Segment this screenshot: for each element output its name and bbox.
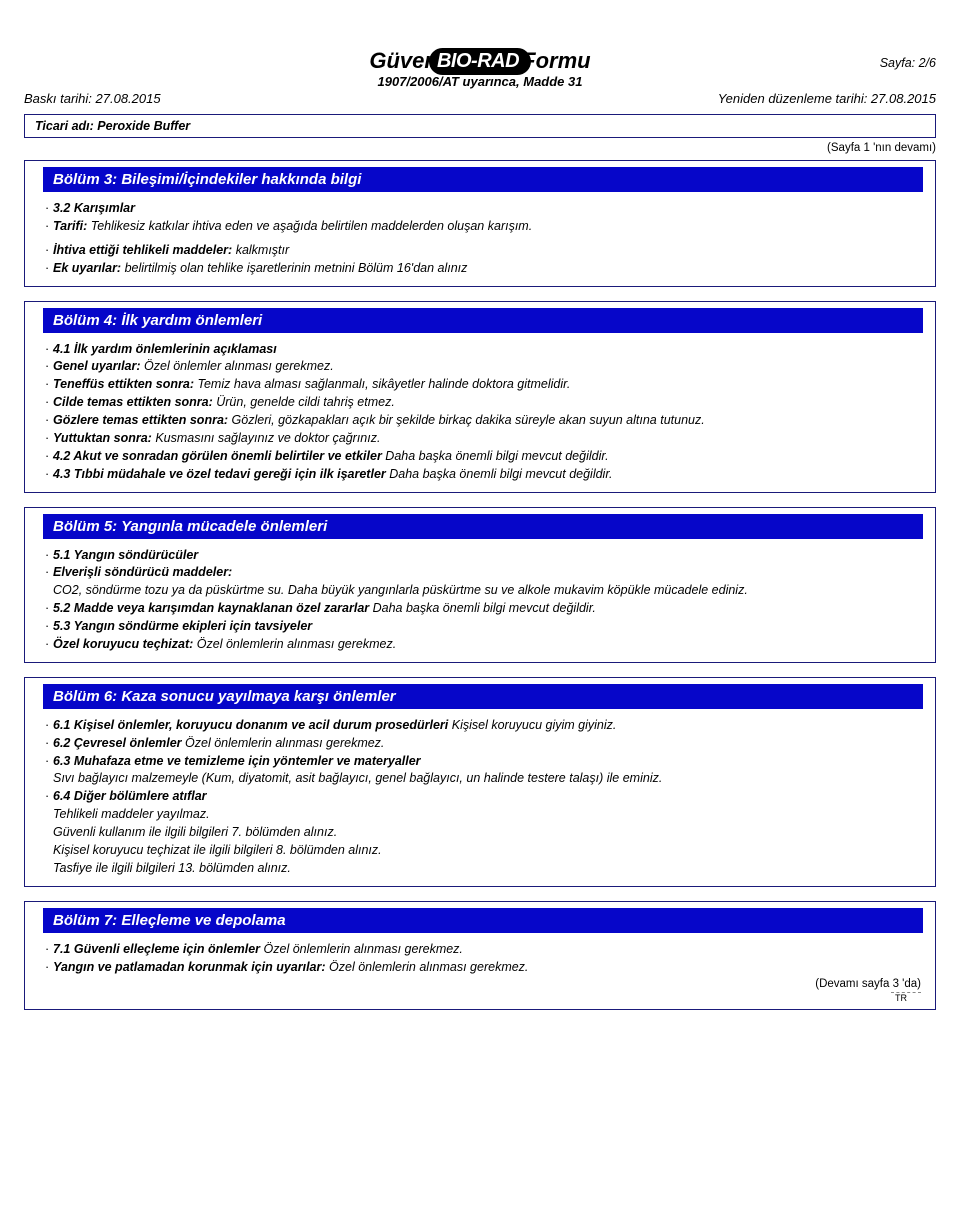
s6-l4: Sıvı bağlayıcı malzemeyle (Kum, diyatomi…	[45, 770, 921, 787]
s4-l7b: Daha başka önemli bilgi mevcut değildir.	[382, 449, 609, 463]
s4-l4b: Ürün, genelde cildi tahriş etmez.	[213, 395, 395, 409]
section-5: Bölüm 5: Yangınla mücadele önlemleri 5.1…	[24, 507, 936, 663]
s5-l1: 5.1 Yangın söndürücüler	[53, 548, 198, 562]
s6-l2b: Özel önlemlerin alınması gerekmez.	[182, 736, 385, 750]
locale-tag: TR	[891, 992, 921, 1003]
s3-l4a: Ek uyarılar:	[53, 261, 121, 275]
s4-l7a: 4.2 Akut ve sonradan görülen önemli beli…	[53, 449, 382, 463]
s4-l2a: Genel uyarılar:	[53, 359, 141, 373]
revision-date: Yeniden düzenleme tarihi: 27.08.2015	[718, 91, 936, 106]
s3-l2b: Tehlikesiz katkılar ihtiva eden ve aşağı…	[87, 219, 532, 233]
section-4-body: 4.1 İlk yardım önlemlerinin açıklaması G…	[25, 339, 935, 486]
s4-l8a: 4.3 Tıbbi müdahale ve özel tedavi gereği…	[53, 467, 386, 481]
section-3: Bölüm 3: Bileşimi/İçindekiler hakkında b…	[24, 160, 936, 287]
s3-l3a: İhtiva ettiği tehlikeli maddeler:	[53, 243, 232, 257]
s7-l1a: 7.1 Güvenli elleçleme için önlemler	[53, 942, 260, 956]
doc-header: BIO-RAD Sayfa: 2/6 Güvenlik Bilgi Formu …	[24, 48, 936, 106]
brand-logo: BIO-RAD	[429, 48, 531, 75]
s5-l2: Elverişli söndürücü maddeler:	[53, 565, 232, 579]
s6-l7: Güvenli kullanım ile ilgili bilgileri 7.…	[45, 824, 921, 841]
section-3-title: Bölüm 3: Bileşimi/İçindekiler hakkında b…	[43, 167, 923, 192]
s4-l3a: Teneffüs ettikten sonra:	[53, 377, 194, 391]
s6-l9: Tasfiye ile ilgili bilgileri 13. bölümde…	[45, 860, 921, 877]
s4-l6b: Kusmasını sağlayınız ve doktor çağrınız.	[152, 431, 381, 445]
s5-l3: CO2, söndürme tozu ya da püskürtme su. D…	[45, 582, 921, 599]
s3-l2a: Tarifi:	[53, 219, 87, 233]
s6-l1b: Kişisel koruyucu giyim giyiniz.	[448, 718, 616, 732]
s3-l3b: kalkmıştır	[232, 243, 289, 257]
s7-l2a: Yangın ve patlamadan korunmak için uyarı…	[53, 960, 326, 974]
s7-l1b: Özel önlemlerin alınması gerekmez.	[260, 942, 463, 956]
section-7: Bölüm 7: Elleçleme ve depolama 7.1 Güven…	[24, 901, 936, 1011]
section-6: Bölüm 6: Kaza sonucu yayılmaya karşı önl…	[24, 677, 936, 887]
dates-row: Baskı tarihi: 27.08.2015 Yeniden düzenle…	[24, 91, 936, 106]
section-4: Bölüm 4: İlk yardım önlemleri 4.1 İlk ya…	[24, 301, 936, 493]
continued-from: (Sayfa 1 'nın devamı)	[24, 142, 936, 154]
print-date: Baskı tarihi: 27.08.2015	[24, 91, 161, 106]
s7-l2b: Özel önlemlerin alınması gerekmez.	[326, 960, 529, 974]
s5-l5: 5.3 Yangın söndürme ekipleri için tavsiy…	[53, 619, 312, 633]
s6-l3: 6.3 Muhafaza etme ve temizleme için yönt…	[53, 754, 421, 768]
s4-l2b: Özel önlemler alınması gerekmez.	[141, 359, 334, 373]
s4-l3b: Temiz hava alması sağlanmalı, sikâyetler…	[194, 377, 570, 391]
s5-l4b: Daha başka önemli bilgi mevcut değildir.	[369, 601, 596, 615]
continued-next: (Devamı sayfa 3 'da)	[25, 978, 935, 990]
s4-l1: 4.1 İlk yardım önlemlerinin açıklaması	[53, 342, 277, 356]
s4-l5a: Gözlere temas ettikten sonra:	[53, 413, 228, 427]
section-6-title: Bölüm 6: Kaza sonucu yayılmaya karşı önl…	[43, 684, 923, 709]
s3-l1: 3.2 Karışımlar	[53, 201, 135, 215]
s4-l6a: Yuttuktan sonra:	[53, 431, 152, 445]
section-4-title: Bölüm 4: İlk yardım önlemleri	[43, 308, 923, 333]
page-number: Sayfa: 2/6	[880, 56, 936, 70]
s4-l5b: Gözleri, gözkapakları açık bir şekilde b…	[228, 413, 705, 427]
s5-l6b: Özel önlemlerin alınması gerekmez.	[193, 637, 396, 651]
s5-l6a: Özel koruyucu teçhizat:	[53, 637, 193, 651]
s6-l8: Kişisel koruyucu teçhizat ile ilgili bil…	[45, 842, 921, 859]
section-7-title: Bölüm 7: Elleçleme ve depolama	[43, 908, 923, 933]
section-7-body: 7.1 Güvenli elleçleme için önlemler Özel…	[25, 939, 935, 979]
section-5-body: 5.1 Yangın söndürücüler Elverişli söndür…	[25, 545, 935, 656]
doc-subtitle: 1907/2006/AT uyarınca, Madde 31	[24, 74, 936, 89]
section-3-body: 3.2 Karışımlar Tarifi: Tehlikesiz katkıl…	[25, 198, 935, 280]
s6-l2a: 6.2 Çevresel önlemler	[53, 736, 182, 750]
s4-l4a: Cilde temas ettikten sonra:	[53, 395, 213, 409]
s5-l4a: 5.2 Madde veya karışımdan kaynaklanan öz…	[53, 601, 369, 615]
trade-name-box: Ticari adı: Peroxide Buffer	[24, 114, 936, 138]
s6-l1a: 6.1 Kişisel önlemler, koruyucu donanım v…	[53, 718, 448, 732]
s3-l4b: belirtilmiş olan tehlike işaretlerinin m…	[121, 261, 467, 275]
s6-l5: 6.4 Diğer bölümlere atıflar	[53, 789, 207, 803]
section-6-body: 6.1 Kişisel önlemler, koruyucu donanım v…	[25, 715, 935, 880]
section-5-title: Bölüm 5: Yangınla mücadele önlemleri	[43, 514, 923, 539]
s6-l6: Tehlikeli maddeler yayılmaz.	[45, 806, 921, 823]
s4-l8b: Daha başka önemli bilgi mevcut değildir.	[386, 467, 613, 481]
